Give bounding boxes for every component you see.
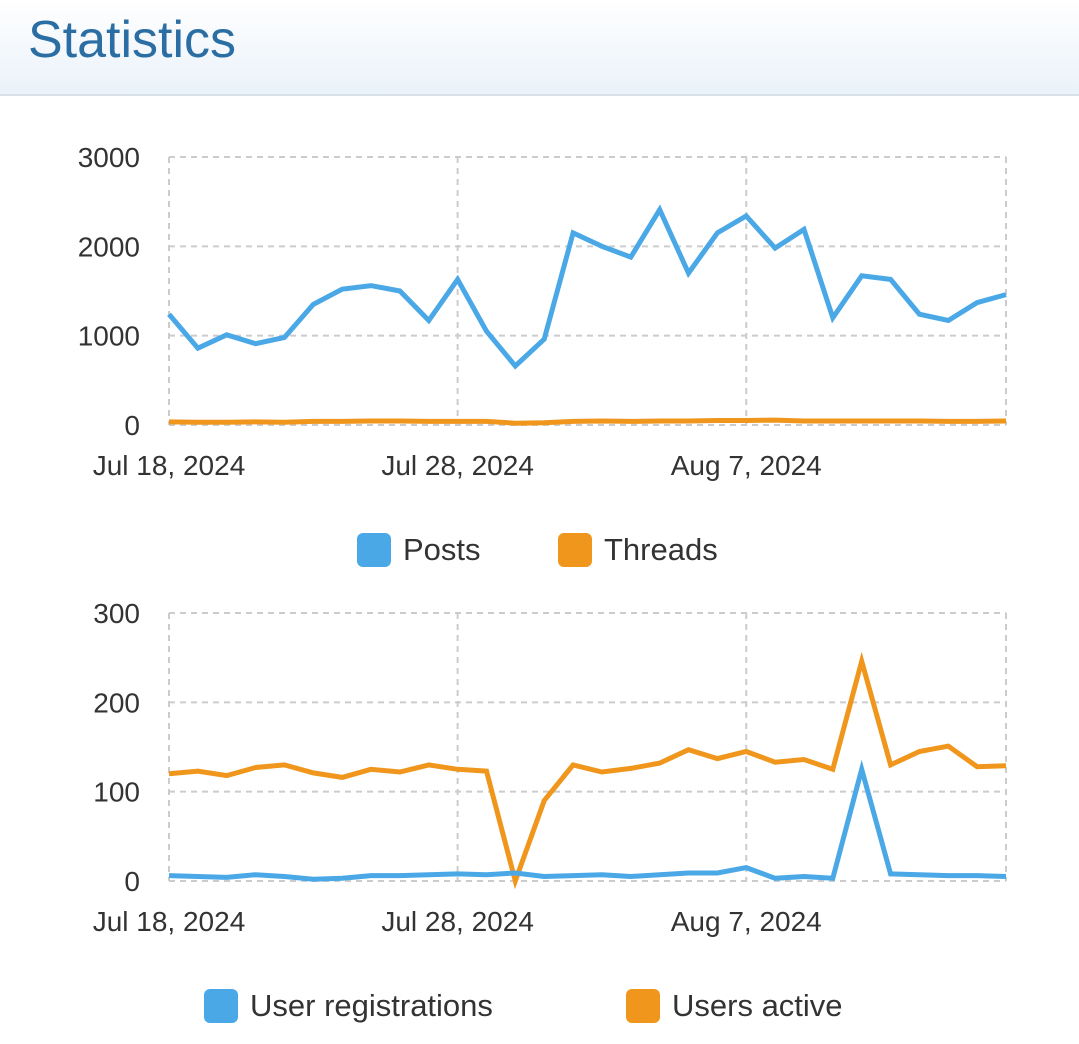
legend-swatch <box>357 533 391 567</box>
legend-item-user-registrations[interactable]: User registrations <box>204 988 493 1023</box>
grid <box>168 156 1007 426</box>
x-tick-label: Jul 28, 2024 <box>381 906 534 937</box>
legend-label: Threads <box>604 532 718 567</box>
legend-item-threads[interactable]: Threads <box>558 532 718 567</box>
legend-label: Posts <box>403 532 481 567</box>
users-chart: 0 100 200 300 Jul 18, 2024 Jul 28, 2024 Aug 7,… <box>93 598 1007 1023</box>
x-tick-label: Aug 7, 2024 <box>671 450 822 481</box>
x-tick-label: Jul 18, 2024 <box>93 906 246 937</box>
y-tick-label: 2000 <box>78 231 140 262</box>
y-tick-label: 1000 <box>78 321 140 352</box>
x-tick-label: Jul 18, 2024 <box>93 450 246 481</box>
legend: Posts Threads <box>357 532 718 567</box>
y-tick-label: 0 <box>124 410 140 441</box>
series-line-posts <box>167 204 1007 370</box>
legend-swatch <box>558 533 592 567</box>
y-tick-label: 200 <box>93 687 140 718</box>
y-tick-label: 300 <box>93 598 140 629</box>
posts-threads-chart: 0 1000 2000 3000 Jul 18, 2024 Jul 28, 2024 Aug… <box>78 142 1007 567</box>
y-tick-label: 0 <box>124 866 140 897</box>
x-tick-label: Aug 7, 2024 <box>671 906 822 937</box>
y-tick-label: 3000 <box>78 142 140 173</box>
series-line-user-registrations <box>168 759 1007 882</box>
legend-label: User registrations <box>250 988 493 1023</box>
series-line-users-active <box>168 651 1007 890</box>
legend-swatch <box>204 989 238 1023</box>
legend: User registrations Users active <box>204 988 843 1023</box>
page-header: Statistics <box>0 0 1079 96</box>
legend-item-users-active[interactable]: Users active <box>626 988 843 1023</box>
legend-label: Users active <box>672 988 843 1023</box>
legend-swatch <box>626 989 660 1023</box>
page-title: Statistics <box>28 11 237 69</box>
x-tick-label: Jul 28, 2024 <box>381 450 534 481</box>
series-line-threads <box>168 417 1007 426</box>
y-tick-label: 100 <box>93 777 140 808</box>
legend-item-posts[interactable]: Posts <box>357 532 481 567</box>
